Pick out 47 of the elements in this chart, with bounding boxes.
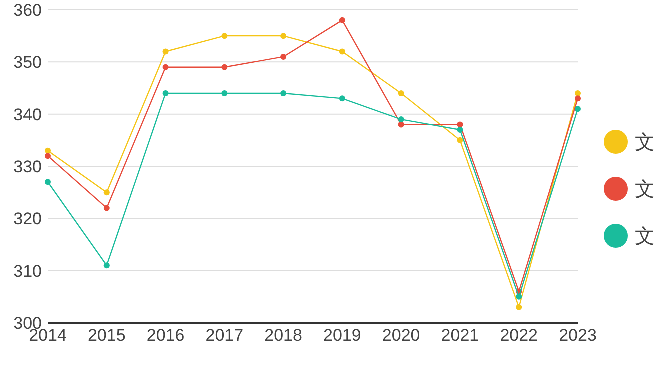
point [457,137,464,144]
point [398,116,404,123]
point [339,17,346,24]
point [45,148,51,154]
legend-label: 文 [635,179,655,201]
point [457,126,464,133]
point [575,90,581,96]
x-tick-label: 2021 [441,326,480,345]
y-tick-label: 340 [14,105,42,124]
point [339,96,346,102]
point [457,122,464,128]
point [280,90,287,96]
x-tick-label: 2017 [206,326,244,345]
point [222,33,228,40]
x-tick-label: 2020 [382,326,420,345]
point [516,304,522,310]
point [339,48,346,55]
y-tick-label: 310 [14,262,42,281]
y-tick-label: 350 [14,53,42,72]
y-tick-label: 360 [14,1,42,20]
y-tick-label: 330 [14,158,42,176]
x-tick-label: 2015 [88,326,126,345]
point [104,262,110,269]
point [104,190,110,196]
point [162,64,169,70]
x-tick-label: 2023 [559,326,597,345]
legend-label: 文 [635,226,655,248]
point [398,122,404,128]
point [45,153,51,160]
point [222,64,228,70]
point [222,90,228,96]
x-tick-label: 2016 [146,326,185,345]
point [575,96,581,102]
legend-label: 文 [635,132,655,154]
point [45,179,51,186]
point [280,54,287,60]
point [280,33,287,40]
y-tick-label: 320 [14,210,42,229]
x-tick-label: 2022 [500,326,538,345]
point [516,294,522,300]
point [162,90,169,96]
x-tick-label: 2019 [324,326,362,345]
point [104,205,110,212]
point [398,90,404,96]
point [162,48,169,55]
point [575,106,581,112]
x-tick-label: 2018 [264,326,302,345]
